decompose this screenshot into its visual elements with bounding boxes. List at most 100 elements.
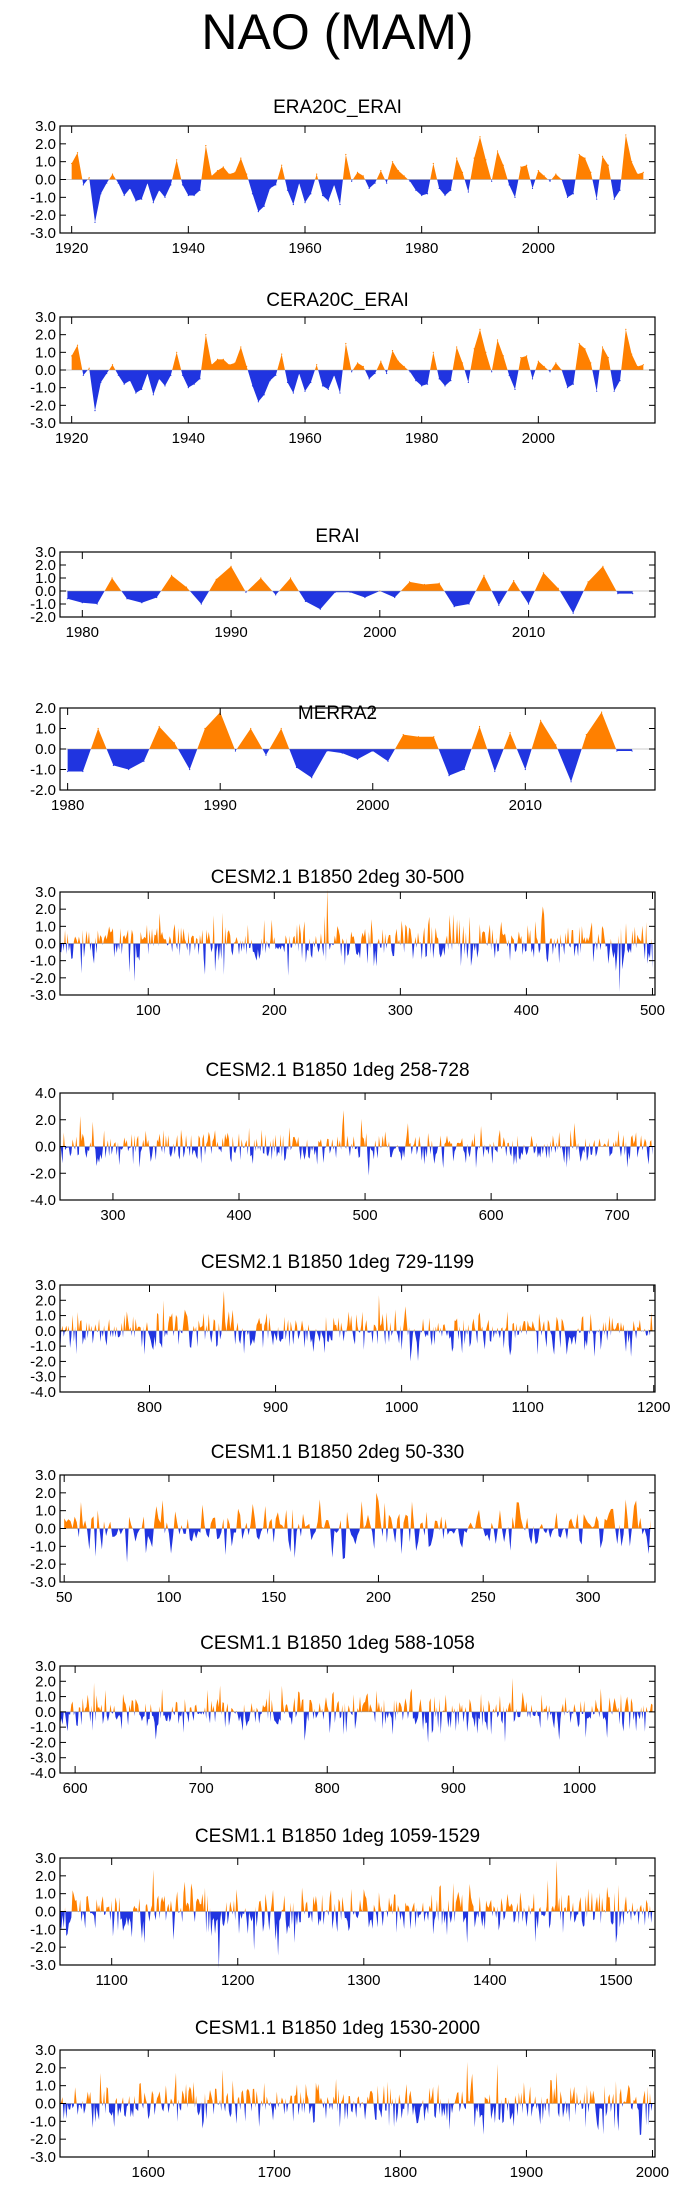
negative-area <box>60 1911 653 1969</box>
data-point <box>543 365 545 368</box>
data-point <box>185 586 188 588</box>
y-tick-label: -2.0 <box>30 397 56 414</box>
data-point <box>526 164 528 166</box>
negative-area <box>60 1330 651 1362</box>
data-point <box>106 372 108 375</box>
data-point <box>364 596 366 599</box>
data-point <box>200 603 202 605</box>
negative-area <box>67 749 633 782</box>
data-point <box>327 200 329 202</box>
data-point <box>572 383 574 385</box>
data-point <box>642 171 644 173</box>
data-point <box>251 193 254 195</box>
data-point <box>386 372 388 375</box>
y-tick-label: -1.0 <box>30 189 56 206</box>
data-point <box>100 193 102 195</box>
positive-area <box>63 1678 653 1712</box>
data-point <box>380 360 382 362</box>
data-point <box>362 175 364 177</box>
data-point <box>141 388 143 391</box>
data-point <box>250 727 252 730</box>
x-tick-label: 2000 <box>356 797 389 814</box>
x-tick-label: 600 <box>479 1207 504 1224</box>
panel-title-erai: ERAI <box>315 526 360 547</box>
data-point <box>636 365 639 368</box>
series-erai <box>66 565 634 614</box>
data-point <box>295 766 298 769</box>
data-point <box>319 608 321 610</box>
y-tick-label: -1.0 <box>30 380 56 397</box>
y-tick-label: 1.0 <box>35 1689 56 1706</box>
y-tick-label: 2.0 <box>35 2060 56 2077</box>
data-point <box>444 194 446 197</box>
x-tick-label: 1600 <box>132 2164 165 2181</box>
data-point <box>601 711 603 713</box>
data-point <box>526 355 528 357</box>
data-point <box>415 380 417 382</box>
data-point <box>304 202 306 204</box>
x-tick-label: 1980 <box>51 797 84 814</box>
x-tick-label: 1980 <box>66 624 99 641</box>
data-point <box>82 374 84 376</box>
data-point <box>281 164 283 166</box>
y-tick-label: 3.0 <box>35 544 56 561</box>
y-tick-label: 2.0 <box>35 700 56 717</box>
panel-title-cesm11-2deg: CESM1.1 B1850 2deg 50-330 <box>210 1442 465 1463</box>
data-point <box>566 387 569 389</box>
x-tick-label: 1980 <box>405 240 438 257</box>
data-point <box>438 378 440 380</box>
data-point <box>408 581 411 583</box>
data-point <box>345 342 347 345</box>
data-point <box>555 173 557 175</box>
data-point <box>539 719 542 721</box>
data-point <box>67 770 69 773</box>
data-point <box>187 194 189 197</box>
x-tick-label: 700 <box>605 1207 630 1224</box>
data-point <box>215 578 217 580</box>
data-point <box>642 364 644 366</box>
data-point <box>426 193 429 195</box>
data-point <box>76 344 79 346</box>
data-point <box>636 173 639 175</box>
data-point <box>123 194 125 197</box>
data-point <box>193 383 195 385</box>
data-point <box>631 353 633 355</box>
y-tick-label: -2.0 <box>30 782 56 799</box>
data-point <box>362 365 364 368</box>
y-tick-label: 2.0 <box>35 901 56 918</box>
y-tick-label: -4.0 <box>30 1384 56 1401</box>
data-point <box>391 161 394 163</box>
data-point <box>578 342 580 345</box>
data-point <box>453 606 455 608</box>
data-point <box>555 744 557 746</box>
y-tick-label: -4.0 <box>30 1192 56 1209</box>
data-point <box>616 750 618 752</box>
data-point <box>625 328 627 330</box>
data-point <box>585 734 587 736</box>
x-tick-label: 2000 <box>522 430 555 447</box>
data-point <box>189 768 191 771</box>
data-point <box>311 777 313 779</box>
y-tick-label: -1.0 <box>30 1719 56 1736</box>
x-tick-label: 200 <box>366 1589 391 1606</box>
x-tick-label: 1940 <box>172 240 205 257</box>
panel-title-cesm11-1deg-c: CESM1.1 B1850 1deg 1530-2000 <box>194 2018 481 2039</box>
y-tick-label: 3.0 <box>35 2042 56 2059</box>
data-point <box>117 182 119 184</box>
x-tick-label: 300 <box>100 1207 125 1224</box>
data-point <box>555 362 557 364</box>
x-tick-label: 800 <box>315 1780 340 1797</box>
chart-cesm11-2deg: 3.02.01.00.0-1.0-2.0-3.050 100 150 200 250 30… <box>30 1467 656 1606</box>
data-point <box>143 760 145 762</box>
y-tick-label: -3.0 <box>30 1369 56 1386</box>
positive-area <box>90 712 617 749</box>
y-tick-label: 2.0 <box>35 557 56 574</box>
data-point <box>333 374 335 376</box>
negative-area <box>60 1146 653 1176</box>
panel-title-era20c: ERA20C_ERAI <box>273 97 402 118</box>
data-point <box>619 380 621 382</box>
data-point <box>356 362 359 364</box>
data-point <box>498 604 500 606</box>
data-point <box>327 388 329 391</box>
